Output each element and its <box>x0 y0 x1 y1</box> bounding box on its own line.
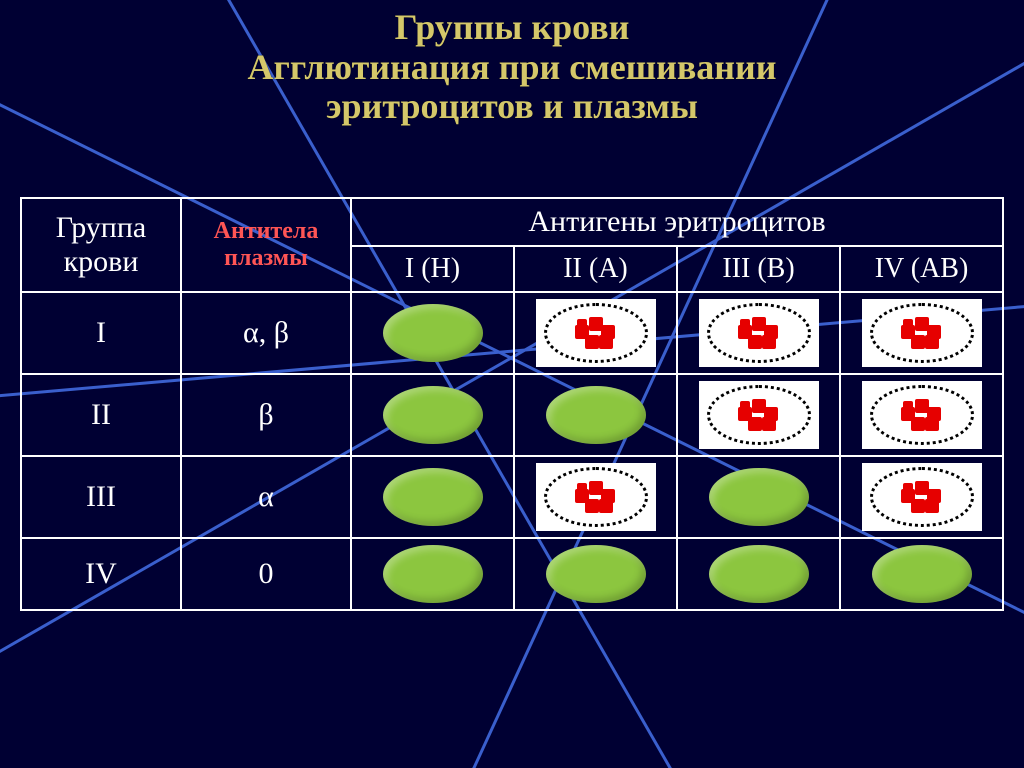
result-cell <box>677 456 840 538</box>
antibody-cell: α <box>181 456 351 538</box>
agglutination-icon <box>862 463 982 531</box>
result-cell <box>514 456 677 538</box>
no-agglutination-icon <box>383 386 483 444</box>
result-cell <box>351 456 514 538</box>
header-antigen: Антигены эритроцитов <box>351 198 1003 246</box>
agglutination-table: Группа крови Антитела плазмы Антигены эр… <box>20 197 1004 611</box>
result-cell <box>677 292 840 374</box>
no-agglutination-icon <box>383 545 483 603</box>
result-cell <box>840 292 1003 374</box>
result-cell <box>677 538 840 610</box>
agglutination-icon <box>862 299 982 367</box>
no-agglutination-icon <box>383 304 483 362</box>
agglutination-icon <box>536 463 656 531</box>
antigen-col-3: IV (AB) <box>840 246 1003 292</box>
title-line-3: эритроцитов и плазмы <box>0 87 1024 127</box>
title-line-1: Группы крови <box>0 8 1024 48</box>
header-group: Группа крови <box>21 198 181 292</box>
antigen-col-2: III (B) <box>677 246 840 292</box>
antibody-cell: 0 <box>181 538 351 610</box>
no-agglutination-icon <box>872 545 972 603</box>
result-cell <box>514 538 677 610</box>
result-cell <box>840 456 1003 538</box>
result-cell <box>351 292 514 374</box>
antibody-cell: β <box>181 374 351 456</box>
result-cell <box>840 538 1003 610</box>
agglutination-icon <box>862 381 982 449</box>
group-label: IV <box>21 538 181 610</box>
result-cell <box>514 374 677 456</box>
result-cell <box>677 374 840 456</box>
result-cell <box>514 292 677 374</box>
result-cell <box>351 374 514 456</box>
agglutination-icon <box>536 299 656 367</box>
no-agglutination-icon <box>709 468 809 526</box>
antigen-col-0: I (H) <box>351 246 514 292</box>
result-cell <box>840 374 1003 456</box>
group-label: II <box>21 374 181 456</box>
antibody-cell: α, β <box>181 292 351 374</box>
no-agglutination-icon <box>546 545 646 603</box>
header-antibody: Антитела плазмы <box>181 198 351 292</box>
result-cell <box>351 538 514 610</box>
agglutination-icon <box>699 299 819 367</box>
agglutination-icon <box>699 381 819 449</box>
group-label: I <box>21 292 181 374</box>
no-agglutination-icon <box>383 468 483 526</box>
slide-title: Группы крови Агглютинация при смешивании… <box>0 0 1024 127</box>
group-label: III <box>21 456 181 538</box>
no-agglutination-icon <box>709 545 809 603</box>
no-agglutination-icon <box>546 386 646 444</box>
title-line-2: Агглютинация при смешивании <box>0 48 1024 88</box>
antigen-col-1: II (A) <box>514 246 677 292</box>
